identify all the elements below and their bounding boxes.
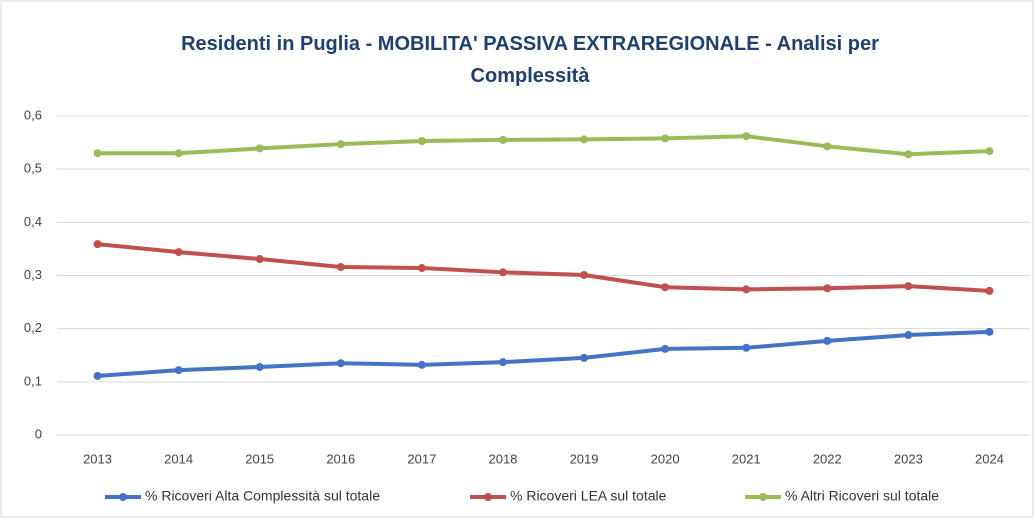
x-tick-label: 2015: [245, 451, 274, 466]
point: [255, 144, 264, 153]
x-tick-label: 2018: [488, 451, 517, 466]
legend-marker: [484, 493, 492, 501]
line: [97, 329, 990, 378]
point: [742, 285, 751, 294]
x-tick-label: 2017: [407, 451, 436, 466]
x-tick-label: 2014: [164, 451, 193, 466]
point: [498, 135, 507, 144]
point: [661, 134, 670, 143]
x-tick-label: 2022: [813, 451, 842, 466]
point: [498, 358, 507, 367]
y-tick-label: 0,6: [24, 107, 42, 122]
x-tick-label: 2016: [326, 451, 355, 466]
point: [255, 255, 264, 264]
legend-marker: [759, 493, 767, 501]
x-tick-label: 2019: [570, 451, 599, 466]
point: [93, 240, 102, 249]
y-tick-label: 0,4: [24, 214, 42, 229]
point: [498, 268, 507, 277]
point: [742, 132, 751, 141]
point: [985, 327, 994, 336]
legend-label: % Ricoveri LEA sul totale: [510, 488, 667, 504]
point: [985, 147, 994, 156]
point: [823, 284, 832, 293]
point: [174, 366, 183, 375]
point: [417, 264, 426, 273]
point: [742, 343, 751, 352]
point: [823, 336, 832, 345]
point: [580, 353, 589, 362]
point: [93, 149, 102, 158]
x-tick-label: 2020: [651, 451, 680, 466]
point: [904, 331, 913, 340]
x-tick-label: 2013: [83, 451, 112, 466]
point: [174, 149, 183, 158]
point: [580, 270, 589, 279]
x-tick-label: 2021: [732, 451, 761, 466]
point: [661, 344, 670, 353]
point: [417, 136, 426, 145]
point: [985, 286, 994, 295]
y-tick-label: 0,5: [24, 161, 42, 176]
line: [97, 242, 990, 293]
point: [336, 262, 345, 271]
point: [661, 283, 670, 292]
line: [97, 134, 990, 157]
point: [255, 362, 264, 371]
point: [93, 371, 102, 380]
legend-marker: [119, 493, 127, 501]
y-tick-label: 0: [35, 426, 42, 441]
y-tick-label: 0,3: [24, 267, 42, 282]
point: [174, 248, 183, 257]
point: [336, 359, 345, 368]
point: [336, 140, 345, 149]
point: [823, 142, 832, 151]
y-tick-label: 0,1: [24, 373, 42, 388]
point: [904, 150, 913, 159]
legend-label: % Ricoveri Alta Complessità sul totale: [145, 488, 380, 504]
legend: % Ricoveri Alta Complessità sul totale % …: [105, 488, 939, 504]
point: [904, 282, 913, 291]
legend-label: % Altri Ricoveri sul totale: [785, 488, 939, 504]
x-tick-label: 2023: [894, 451, 923, 466]
x-tick-label: 2024: [975, 451, 1004, 466]
y-tick-label: 0,2: [24, 320, 42, 335]
chart-title: Residenti in Puglia - MOBILITA' PASSIVA …: [181, 33, 879, 87]
point: [417, 360, 426, 369]
point: [580, 135, 589, 144]
